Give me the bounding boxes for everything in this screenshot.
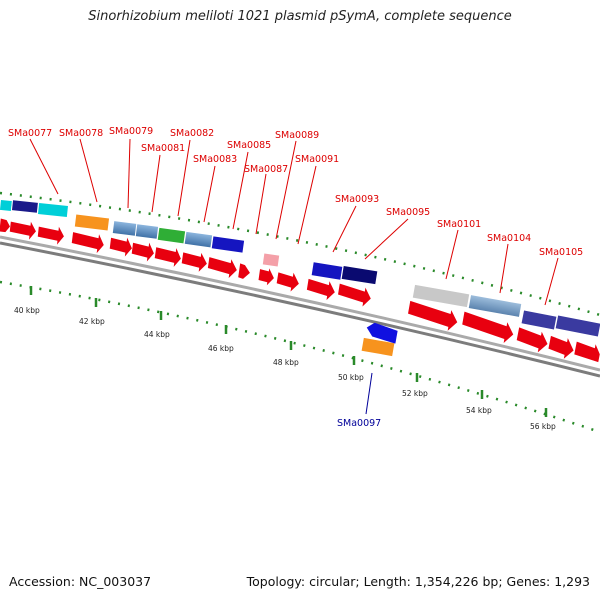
gene-label-sma0089: SMa0089: [275, 130, 319, 141]
kbp-label: 42 kbp: [79, 317, 105, 326]
major-ticks: [29, 286, 548, 417]
topology-label: Topology: circular; Length: 1,354,226 bp…: [246, 574, 590, 589]
gene-label-sma0105: SMa0105: [539, 247, 583, 258]
backbone-upper: [0, 235, 600, 372]
gene-label-sma0095: SMa0095: [386, 207, 430, 218]
accession-label: Accession: NC_003037: [9, 574, 152, 589]
cog-boxes: [0, 198, 600, 358]
gene-label-sma0091: SMa0091: [295, 154, 339, 165]
gene-label-sma0078: SMa0078: [59, 128, 103, 139]
kbp-label: 56 kbp: [530, 422, 556, 431]
gene-label-sma0101: SMa0101: [437, 219, 481, 230]
gene-label-sma0097: SMa0097: [337, 418, 381, 429]
gene-label-sma0093: SMa0093: [335, 194, 379, 205]
kbp-label: 46 kbp: [208, 344, 234, 353]
gene-label-sma0079: SMa0079: [109, 126, 153, 137]
gene-label-sma0085: SMa0085: [227, 140, 271, 151]
tick-ring-lower: [0, 280, 600, 434]
gene-label-sma0104: SMa0104: [487, 233, 531, 244]
map-title: Sinorhizobium meliloti 1021 plasmid pSym…: [88, 9, 512, 24]
kbp-label: 54 kbp: [466, 406, 492, 415]
gene-label-sma0087: SMa0087: [244, 164, 288, 175]
reverse-leader-line: [365, 372, 373, 415]
reverse-gene-arrow: [366, 322, 398, 344]
kbp-label: 40 kbp: [14, 306, 40, 315]
forward-gene-arrows: [0, 218, 600, 363]
kbp-label: 44 kbp: [144, 330, 170, 339]
gene-label-sma0082: SMa0082: [170, 128, 214, 139]
kbp-label: 48 kbp: [273, 358, 299, 367]
label-leader-lines: [29, 138, 559, 306]
kbp-label: 52 kbp: [402, 389, 428, 398]
backbone-lower: [0, 241, 600, 378]
gene-label-sma0081: SMa0081: [141, 143, 185, 154]
kbp-label: 50 kbp: [338, 373, 364, 382]
gene-label-sma0077: SMa0077: [8, 128, 52, 139]
gene-label-sma0083: SMa0083: [193, 154, 237, 165]
